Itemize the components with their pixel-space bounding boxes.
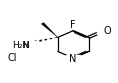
Text: H: H [22, 41, 29, 50]
Bar [66, 21, 80, 28]
Polygon shape [41, 23, 58, 37]
Bar [22, 41, 36, 49]
Text: Cl: Cl [7, 53, 17, 63]
Text: O: O [104, 26, 112, 36]
Text: F: F [70, 20, 76, 30]
Text: N: N [70, 54, 77, 64]
Text: H₂N: H₂N [12, 41, 29, 50]
Bar [5, 54, 19, 61]
Bar [66, 55, 80, 62]
Bar [97, 27, 111, 34]
